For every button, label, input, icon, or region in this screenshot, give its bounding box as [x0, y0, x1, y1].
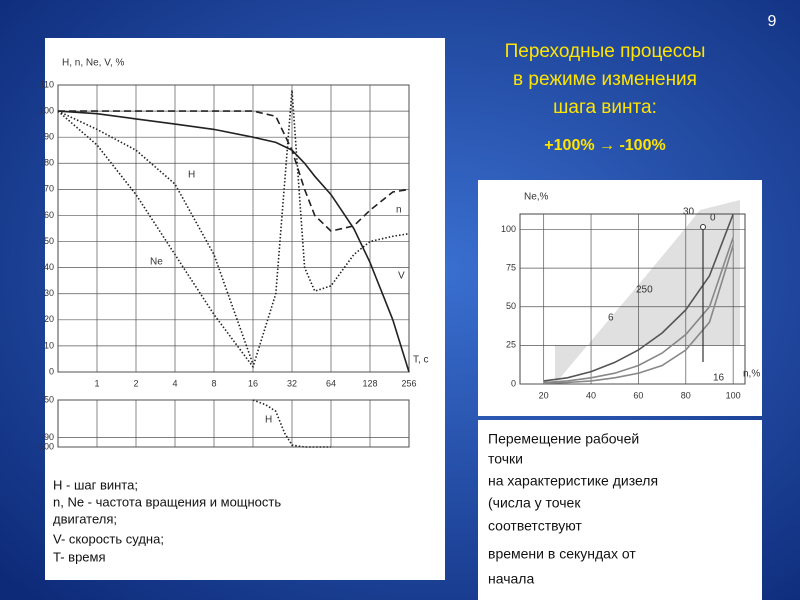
annotation: 0	[710, 213, 716, 224]
caption-line: соответствуют	[488, 518, 582, 534]
x-axis-label: n,%	[743, 369, 760, 380]
title-line: +100% → -100%	[544, 137, 665, 154]
y-tick-label: -100	[36, 441, 54, 451]
series-line	[543, 244, 734, 384]
y-tick-label: 75	[506, 262, 516, 272]
annotation: V	[398, 271, 405, 282]
y-tick-label: 30	[44, 288, 54, 298]
title-line: в режиме изменения	[513, 69, 697, 90]
series-line	[543, 213, 734, 382]
x-tick-label: 40	[586, 390, 596, 400]
annotation: H	[188, 170, 195, 181]
annotation: 250	[636, 285, 653, 296]
y-tick-label: 70	[44, 184, 54, 194]
y-tick-label: 60	[44, 210, 54, 220]
x-tick-label: 4	[172, 378, 177, 388]
y-tick-label: 40	[44, 262, 54, 272]
caption: Перемещение рабочей точки на характерист…	[488, 431, 658, 587]
title-line: Переходные процессы	[505, 41, 706, 62]
y-tick-label: 25	[506, 340, 516, 350]
y-tick-label: 0	[49, 366, 54, 376]
x-tick-label: 64	[326, 378, 336, 388]
note: H - шаг винта;	[53, 477, 138, 492]
caption-line: точки	[488, 451, 523, 467]
point-marker	[700, 224, 706, 230]
y-tick-label: 50	[506, 301, 516, 311]
caption-panel	[478, 420, 762, 600]
x-tick-label: 8	[211, 378, 216, 388]
page-number: 9	[768, 13, 777, 30]
annotation: 6	[608, 313, 614, 324]
left-panel	[45, 38, 445, 580]
x-tick-label: 80	[681, 390, 691, 400]
annotation: H	[265, 415, 272, 426]
caption-line: Перемещение рабочей	[488, 431, 639, 447]
x-tick-label: 1	[94, 378, 99, 388]
title-line: шага винта:	[553, 97, 657, 118]
caption-line: на характеристике дизеля	[488, 473, 658, 489]
operating-region	[555, 200, 740, 384]
x-axis-label: T, c	[413, 355, 429, 366]
y-tick-label: 20	[44, 314, 54, 324]
series-line	[57, 110, 254, 365]
series-line	[57, 110, 410, 373]
y-tick-label: 100	[501, 224, 516, 234]
legend-notes: H - шаг винта; n, Ne - частота вращения …	[53, 477, 281, 564]
y-tick-label: 110	[40, 79, 54, 89]
y-tick-label: 100	[39, 105, 54, 115]
x-tick-label: 16	[248, 378, 258, 388]
note: V- скорость судна;	[53, 531, 164, 546]
caption-line: начала	[488, 571, 534, 587]
y-tick-label: 0	[511, 378, 516, 388]
y-axis-label: H, n, Ne, V, %	[62, 58, 125, 69]
y-tick-label: 10	[44, 340, 54, 350]
y-tick-label: 50	[44, 236, 54, 246]
annotation: 30	[683, 207, 695, 218]
series-line	[543, 236, 734, 384]
y-tick-label: 90	[44, 132, 54, 142]
title: Переходные процессы в режиме изменения ш…	[505, 41, 706, 154]
x-tick-label: 2	[133, 378, 138, 388]
note: T- время	[53, 549, 106, 564]
annotation: n	[396, 205, 402, 216]
annotation: 16	[713, 373, 725, 384]
x-tick-label: 32	[287, 378, 297, 388]
caption-line: (числа у точек	[488, 495, 581, 511]
x-tick-label: 256	[401, 378, 416, 388]
x-tick-label: 60	[633, 390, 643, 400]
annotation: Ne	[150, 257, 163, 268]
x-tick-label: 100	[726, 390, 741, 400]
x-tick-label: 20	[539, 390, 549, 400]
y-tick-label: 50	[44, 394, 54, 404]
caption-line: времени в секундах от	[488, 546, 636, 562]
y-axis-label: Ne,%	[524, 192, 549, 203]
y-tick-label: -90	[41, 432, 54, 442]
note: n, Ne - частота вращения и мощность	[53, 494, 281, 509]
y-tick-label: 80	[44, 158, 54, 168]
x-tick-label: 128	[362, 378, 377, 388]
note: двигателя;	[53, 511, 117, 526]
